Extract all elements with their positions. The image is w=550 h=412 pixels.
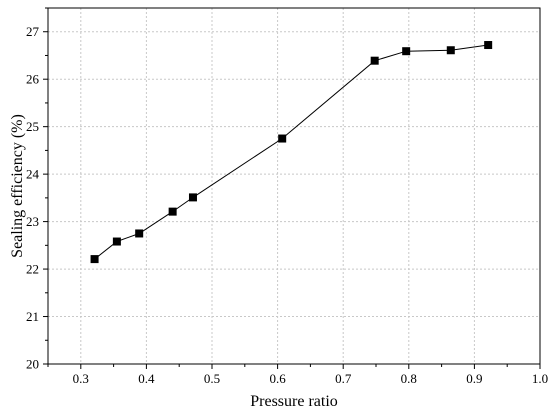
data-series: [90, 41, 493, 264]
x-tick-label: 0.5: [204, 371, 220, 386]
x-tick-label: 0.3: [73, 371, 89, 386]
x-tick-label: 0.4: [138, 371, 155, 386]
y-tick-label: 24: [26, 167, 40, 182]
y-tick-label: 21: [26, 309, 39, 324]
data-point: [90, 255, 99, 264]
x-tick-label: 0.8: [401, 371, 417, 386]
data-point: [446, 46, 455, 55]
grid-lines: [48, 8, 540, 364]
y-tick-label: 25: [26, 119, 39, 134]
data-point: [188, 193, 197, 202]
x-tick-label: 1.0: [532, 371, 548, 386]
y-tick-label: 22: [26, 262, 39, 277]
data-point: [112, 237, 121, 246]
data-point: [168, 207, 177, 216]
data-point: [402, 47, 411, 56]
data-point: [135, 229, 144, 238]
x-axis-title: Pressure ratio: [250, 393, 338, 410]
y-tick-label: 27: [26, 24, 40, 39]
plot-frame: [47, 7, 541, 365]
y-axis-title: Sealing efficiency (%): [9, 114, 26, 258]
y-tick-label: 20: [26, 357, 39, 372]
data-point: [370, 56, 379, 65]
axis-tick-labels: 0.3 0.4 0.5 0.6 0.7 0.8 0.9 1.0 20 21 22 23 24 25 26 27: [26, 24, 548, 386]
x-tick-label: 0.6: [269, 371, 286, 386]
axis-ticks: [43, 7, 541, 369]
data-point: [278, 134, 287, 143]
y-tick-label: 26: [26, 72, 40, 87]
y-tick-label: 23: [26, 214, 39, 229]
data-point: [484, 41, 493, 50]
x-tick-label: 0.7: [335, 371, 352, 386]
x-tick-label: 0.9: [466, 371, 482, 386]
series-line: [94, 44, 489, 260]
